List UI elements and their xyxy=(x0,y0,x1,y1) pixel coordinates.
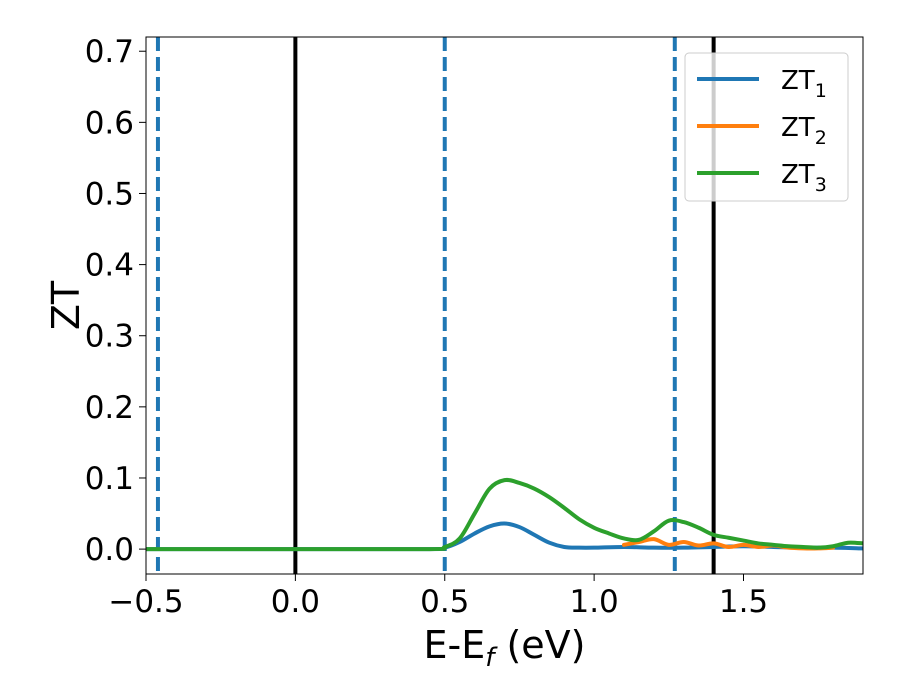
legend-item-zt1: ZT1 xyxy=(697,66,827,102)
x-tick-label: 0.0 xyxy=(271,584,320,620)
x-tick-label: 1.5 xyxy=(719,584,768,620)
y-tick-label: 0.2 xyxy=(85,390,134,426)
x-axis-ticks: −0.5 0.0 0.5 1.0 1.5 xyxy=(108,574,768,620)
y-tick-label: 0.5 xyxy=(85,176,134,212)
y-tick-label: 0.7 xyxy=(85,34,134,70)
legend-label: ZT3 xyxy=(781,160,827,196)
y-axis-ticks: 0.0 0.1 0.2 0.3 0.4 0.5 0.6 0.7 xyxy=(85,34,146,568)
legend-box xyxy=(684,52,849,202)
x-tick-label: 0.5 xyxy=(420,584,469,620)
series-line-zt3 xyxy=(146,477,863,552)
legend-label: ZT2 xyxy=(781,113,827,149)
legend: ZT1 ZT2 ZT3 xyxy=(684,52,849,202)
plot-area-frame xyxy=(145,36,864,575)
x-axis-title: E-Ef (eV) xyxy=(424,623,586,673)
y-tick-label: 0.0 xyxy=(85,532,134,568)
legend-item-zt3: ZT3 xyxy=(697,160,827,196)
x-tick-label: −0.5 xyxy=(108,584,183,620)
y-tick-label: 0.3 xyxy=(85,319,134,355)
y-tick-label: 0.6 xyxy=(85,105,134,141)
x-axis-title-main: E-E xyxy=(424,623,486,667)
series-lines xyxy=(146,477,863,552)
reference-lines xyxy=(155,37,716,574)
legend-item-zt2: ZT2 xyxy=(697,113,827,149)
y-tick-label: 0.4 xyxy=(85,248,134,284)
x-tick-label: 1.0 xyxy=(569,584,618,620)
legend-label: ZT1 xyxy=(781,66,827,102)
y-tick-label: 0.1 xyxy=(85,461,134,497)
y-axis-title: ZT xyxy=(44,280,88,330)
x-axis-title-unit: (eV) xyxy=(494,623,585,667)
